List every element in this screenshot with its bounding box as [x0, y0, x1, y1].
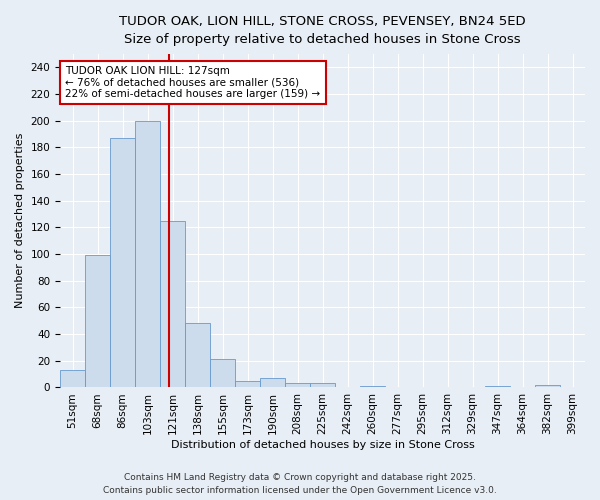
Bar [260, 378, 285, 388]
Bar [60, 370, 85, 388]
Bar [110, 138, 135, 388]
Bar [485, 386, 510, 388]
Bar [185, 324, 210, 388]
Y-axis label: Number of detached properties: Number of detached properties [15, 133, 25, 308]
Bar [135, 121, 160, 388]
Bar [310, 384, 335, 388]
Bar [160, 221, 185, 388]
Text: Contains HM Land Registry data © Crown copyright and database right 2025.
Contai: Contains HM Land Registry data © Crown c… [103, 474, 497, 495]
Bar [285, 384, 310, 388]
Bar [210, 360, 235, 388]
Bar [85, 256, 110, 388]
Bar [360, 386, 385, 388]
Title: TUDOR OAK, LION HILL, STONE CROSS, PEVENSEY, BN24 5ED
Size of property relative : TUDOR OAK, LION HILL, STONE CROSS, PEVEN… [119, 15, 526, 46]
Bar [535, 385, 560, 388]
X-axis label: Distribution of detached houses by size in Stone Cross: Distribution of detached houses by size … [170, 440, 475, 450]
Bar [235, 381, 260, 388]
Text: TUDOR OAK LION HILL: 127sqm
← 76% of detached houses are smaller (536)
22% of se: TUDOR OAK LION HILL: 127sqm ← 76% of det… [65, 66, 320, 99]
